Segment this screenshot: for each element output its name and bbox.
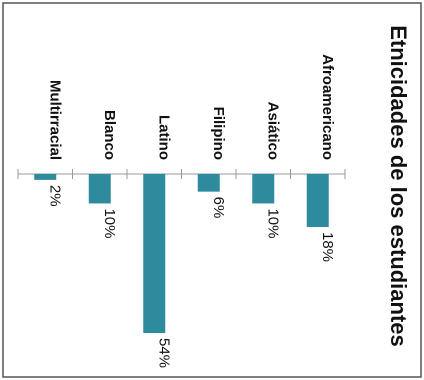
- value-label: 10%: [264, 208, 281, 238]
- category-label: Latino: [155, 115, 172, 160]
- bar: [88, 174, 111, 204]
- bar: [197, 174, 220, 192]
- category-label: Afroamericano: [319, 54, 336, 160]
- bar: [143, 174, 166, 333]
- bar: [252, 174, 275, 204]
- value-label: 18%: [319, 232, 336, 262]
- chart-body: Afroamericano 18% Asiático 10% Filipino 6% Lat…: [17, 54, 346, 368]
- chart-title: Etnicidades de los estudiantes: [386, 25, 411, 347]
- value-label: 2%: [46, 185, 63, 207]
- category-label: Blanco: [101, 110, 118, 160]
- value-label: 6%: [210, 197, 227, 219]
- bar: [306, 174, 329, 227]
- bar: [34, 174, 57, 180]
- category-label: Multirracial: [46, 80, 63, 160]
- category-label: Filipino: [210, 107, 227, 160]
- value-label: 54%: [155, 338, 172, 368]
- value-label: 10%: [101, 208, 118, 238]
- category-label: Asiático: [264, 102, 281, 160]
